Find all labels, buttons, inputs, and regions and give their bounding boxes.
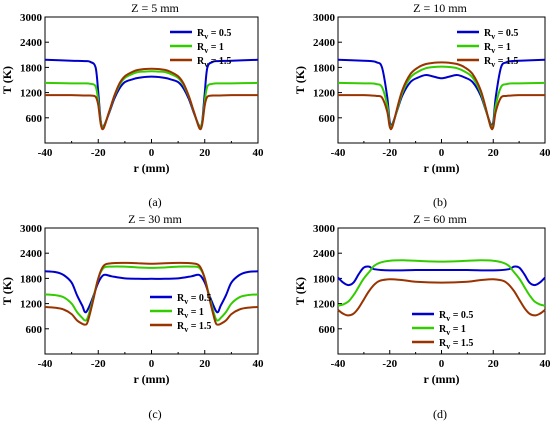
y-tick-label: 2400 [20,248,43,260]
plot-frame [44,227,259,355]
y-tick-label: 600 [26,113,43,125]
x-tick-label: 40 [253,358,265,370]
legend: Rv = 0.5Rv = 1Rv = 1.5 [150,293,211,334]
x-tick-label: 0 [149,358,155,370]
x-tick-label: -20 [382,147,397,159]
series-line-rv-0-5 [44,270,259,314]
x-axis-label: r (mm) [133,372,169,386]
y-axis-label: T (K) [293,277,307,305]
y-axis-label: T (K) [293,66,307,94]
chart-panel-a: Z = 5 mm 600 1200 1800 2400 3000 -40 -20 0 20 40 r … [0,1,264,209]
y-tick-label: 2400 [313,37,336,49]
x-axis-label: r (mm) [423,161,459,175]
y-tick-label: 1800 [313,62,336,74]
legend-label: Rv = 1.5 [197,56,231,69]
x-tick-label: -40 [38,147,53,159]
panel-caption: (b) [433,195,447,209]
x-tick-label: -40 [38,358,53,370]
y-tick-label: 1800 [20,62,43,74]
series-line-rv-0-5 [337,58,546,127]
legend: Rv = 0.5Rv = 1Rv = 1.5 [457,28,518,69]
y-tick-label: 3000 [313,12,336,24]
legend-label: Rv = 1 [177,307,204,320]
legend-label: Rv = 1 [197,42,224,55]
series-line-rv-0-5 [337,265,546,287]
x-tick-label: 20 [488,358,500,370]
x-tick-label: 20 [199,358,211,370]
chart-panel-b: Z = 10 mm 600 1200 1800 2400 3000 -40 -20 0 20 40 r… [293,1,550,209]
y-tick-label: 600 [26,324,43,336]
chart-title: Z = 10 mm [413,1,467,15]
y-tick-label: 600 [319,324,336,336]
x-tick-label: -40 [331,358,346,370]
y-tick-label: 3000 [313,223,336,235]
x-tick-label: -20 [91,147,106,159]
panel-caption: (d) [433,407,447,421]
y-tick-label: 1200 [20,88,43,100]
legend-label: Rv = 1.5 [439,338,473,351]
y-axis-label: T (K) [0,277,14,305]
y-tick-label: 1200 [20,299,43,311]
legend-label: Rv = 0.5 [177,293,211,306]
chart-panel-c: Z = 30 mm 600 1200 1800 2400 3000 -40 -20 0 20 40 r… [0,212,264,421]
x-tick-label: -40 [331,147,346,159]
x-tick-label: 0 [149,147,155,159]
x-axis-label: r (mm) [423,372,459,386]
y-tick-label: 3000 [20,12,43,24]
chart-title: Z = 30 mm [128,212,182,226]
x-tick-label: -20 [91,358,106,370]
series-line-rv-1-5 [337,278,546,317]
series-line-rv-1-5 [338,61,545,131]
series-line-rv-0-5 [44,58,259,128]
x-tick-label: 0 [439,147,445,159]
y-tick-label: 3000 [20,223,43,235]
legend-label: Rv = 1 [439,324,466,337]
legend-label: Rv = 1.5 [484,56,518,69]
legend-label: Rv = 0.5 [439,310,473,323]
legend-label: Rv = 1.5 [177,321,211,334]
series-line-rv-1-5 [44,261,259,326]
series-line-rv-1 [44,70,259,129]
x-axis-label: r (mm) [133,161,169,175]
y-tick-label: 600 [319,113,336,125]
legend-label: Rv = 1 [484,42,511,55]
y-tick-label: 1200 [313,299,336,311]
legend-label: Rv = 0.5 [197,28,231,41]
x-tick-label: 0 [439,358,445,370]
x-tick-label: 20 [488,147,500,159]
y-axis-label: T (K) [0,66,14,94]
y-tick-label: 1800 [20,273,43,285]
series-line-rv-1 [337,259,546,307]
x-tick-label: 20 [199,147,211,159]
panel-caption: (a) [148,195,161,209]
chart-panel-d: Z = 60 mm 600 1200 1800 2400 3000 -40 -20 0 20 40 r… [293,212,550,421]
legend-label: Rv = 0.5 [484,28,518,41]
legend: Rv = 0.5Rv = 1Rv = 1.5 [170,28,231,69]
y-tick-label: 1200 [313,88,336,100]
legend: Rv = 0.5Rv = 1Rv = 1.5 [412,310,473,351]
chart-title: Z = 5 mm [131,1,179,15]
x-tick-label: -20 [382,358,397,370]
x-tick-label: 40 [540,358,550,370]
y-tick-label: 2400 [20,37,43,49]
series-line-rv-1 [44,265,259,322]
series-line-rv-1-5 [45,67,258,131]
x-tick-label: 40 [253,147,265,159]
series-line-rv-1 [337,65,546,129]
y-tick-label: 2400 [313,248,336,260]
x-tick-label: 40 [540,147,550,159]
panel-caption: (c) [148,407,161,421]
chart-title: Z = 60 mm [413,212,467,226]
y-tick-label: 1800 [313,273,336,285]
